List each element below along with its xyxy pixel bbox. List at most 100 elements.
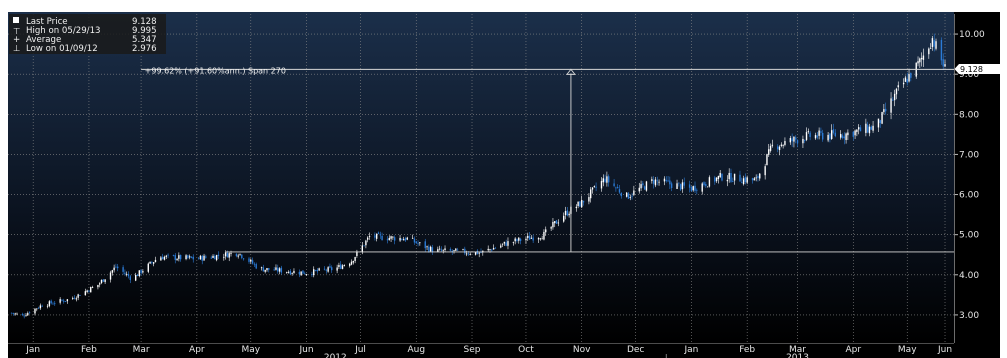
x-tick-label: Apr	[189, 345, 205, 355]
candle-up	[557, 222, 560, 224]
candle-down	[820, 131, 822, 133]
legend-value-low: 2.976	[132, 44, 157, 54]
candle-up	[854, 130, 856, 136]
candle-up	[489, 249, 491, 251]
candle-up	[474, 251, 477, 255]
candle-down	[21, 314, 24, 315]
candle-down	[852, 131, 854, 137]
candle-down	[744, 176, 747, 183]
candle-up	[453, 250, 455, 251]
candle-down	[289, 270, 292, 275]
candle-up	[154, 259, 157, 263]
candle-down	[449, 248, 452, 251]
candle-up	[349, 263, 351, 266]
candle-up	[856, 129, 858, 132]
candle-up	[66, 299, 69, 302]
candle-down	[10, 312, 13, 314]
candle-up	[212, 255, 214, 258]
candle-up	[134, 274, 137, 281]
x-tick-label: Feb	[739, 345, 755, 355]
candle-down	[476, 250, 479, 255]
candle-down	[61, 299, 63, 301]
candle-down	[464, 248, 466, 254]
candle-up	[223, 256, 225, 258]
candle-up	[366, 237, 369, 240]
candle-up	[419, 242, 421, 244]
candle-up	[250, 259, 252, 262]
candle-up	[455, 248, 457, 251]
candle-up	[500, 245, 502, 248]
candle-up	[438, 248, 441, 250]
candle-down	[667, 180, 669, 182]
candle-down	[172, 254, 175, 256]
candle-down	[316, 269, 319, 272]
candle-up	[845, 133, 847, 141]
candle-up	[676, 183, 678, 189]
candle-up	[147, 263, 149, 272]
candle-down	[381, 235, 383, 241]
candle-up	[402, 239, 405, 241]
year-label: 2012	[324, 353, 347, 358]
candle-down	[52, 303, 54, 305]
candle-up	[789, 137, 792, 143]
candle-down	[28, 312, 31, 314]
candle-up	[97, 284, 99, 288]
x-tick-label: Oct	[518, 345, 534, 355]
candle-down	[197, 258, 200, 260]
candle-up	[530, 237, 533, 239]
candle-up	[706, 186, 709, 188]
candle-up	[881, 112, 883, 124]
candle-up	[764, 166, 766, 176]
candle-down	[393, 237, 396, 241]
candle-down	[494, 247, 497, 249]
candle-down	[656, 180, 658, 182]
y-tick-label: 10.00	[959, 30, 985, 40]
candle-up	[742, 178, 745, 185]
candle-down	[516, 239, 518, 241]
legend-label-last: Last Price	[26, 17, 68, 27]
candle-down	[248, 258, 250, 262]
candle-down	[431, 247, 434, 253]
candle-up	[149, 261, 151, 264]
candle-down	[467, 253, 470, 255]
low-marker-icon: ⊥	[13, 44, 21, 54]
candle-down	[179, 254, 182, 260]
candle-down	[64, 300, 67, 302]
candle-down	[54, 303, 56, 305]
candle-down	[214, 255, 216, 260]
y-tick-label: 6.00	[959, 191, 979, 201]
candle-up	[633, 190, 635, 195]
candle-down	[730, 172, 732, 182]
candle-down	[670, 183, 673, 188]
candle-up	[260, 267, 263, 269]
x-tick-label: Sep	[464, 345, 481, 355]
candle-up	[338, 265, 340, 268]
candle-down	[129, 276, 131, 280]
candle-up	[203, 255, 205, 261]
x-tick-label: Feb	[81, 345, 97, 355]
candle-up	[575, 206, 578, 209]
candle-down	[604, 178, 606, 182]
candle-up	[176, 259, 178, 261]
candle-down	[777, 146, 779, 150]
last-price-badge-label: 9.128	[960, 65, 983, 74]
candle-down	[906, 78, 908, 83]
candle-down	[892, 99, 894, 101]
candle-up	[717, 175, 720, 179]
candle-down	[167, 254, 169, 256]
candle-up	[904, 77, 907, 82]
candle-up	[525, 238, 527, 241]
grid-layer	[8, 14, 954, 343]
candle-up	[928, 48, 930, 55]
candle-down	[440, 249, 443, 251]
candle-up	[266, 268, 268, 271]
candle-up	[275, 267, 277, 270]
candle-up	[654, 179, 657, 186]
x-tick-label: Jul	[354, 345, 366, 355]
candle-up	[782, 144, 784, 146]
candle-down	[428, 246, 430, 252]
candle-down	[607, 176, 610, 183]
candle-down	[942, 59, 944, 67]
candle-up	[769, 145, 772, 151]
